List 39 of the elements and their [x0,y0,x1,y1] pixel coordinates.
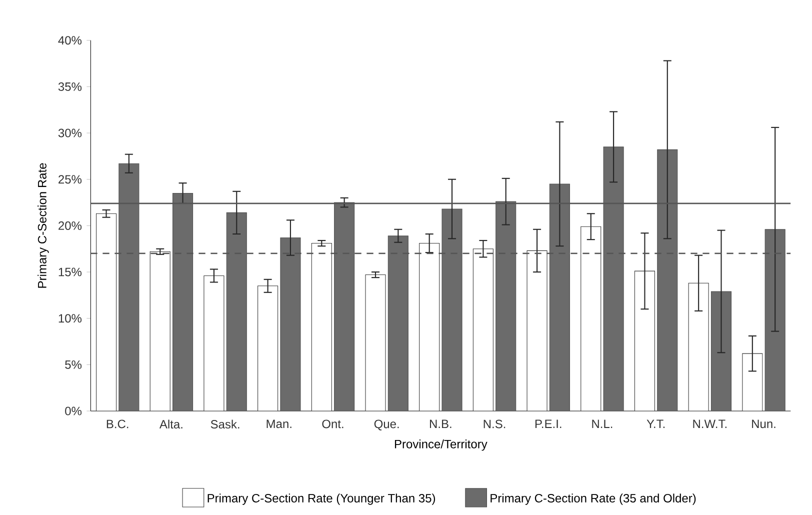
legend-label: Primary C-Section Rate (Younger Than 35) [208,494,436,505]
x-tick-label: Sask. [210,420,240,429]
x-tick-label: Nun. [752,420,776,428]
bar [580,226,602,411]
bar [96,213,117,411]
x-tick-label: Que. [374,420,399,430]
y-tick-label: 30% [58,128,82,138]
y-tick-label: 35% [58,82,82,91]
x-tick-label: B.C. [106,420,128,428]
x-tick-label: Man. [266,420,292,428]
bar [150,251,170,411]
bar [365,274,386,411]
x-tick-label: Ont. [322,420,344,428]
y-tick-label: 5% [65,360,82,369]
legend-label: Primary C-Section Rate (35 and Older) [490,494,696,505]
y-tick-label: 0% [65,406,82,416]
bar [204,275,224,411]
y-axis-title: Primary C-Section Rate [38,163,49,288]
bar [419,243,440,411]
bar [634,270,655,411]
x-tick-label: N.S. [484,420,506,428]
x-tick-label: Alta. [159,420,182,429]
x-tick-label: N.L. [592,420,612,428]
y-tick-label: 15% [58,268,82,276]
bar [472,248,494,411]
bar [688,282,709,411]
x-tick-label: N.B. [430,420,452,428]
x-axis-title: Province/Territory [394,440,488,451]
bar [526,250,548,411]
bar [258,286,278,411]
x-tick-label: P.E.I. [535,420,562,428]
y-tick-label: 25% [58,175,82,184]
y-tick-label: 10% [58,314,82,323]
y-tick-label: 40% [58,36,82,45]
bar [742,353,763,411]
y-tick-label: 20% [58,221,82,230]
x-tick-label: Y.T. [646,420,665,428]
bar [311,243,332,411]
x-tick-label: N.W.T. [693,420,726,428]
